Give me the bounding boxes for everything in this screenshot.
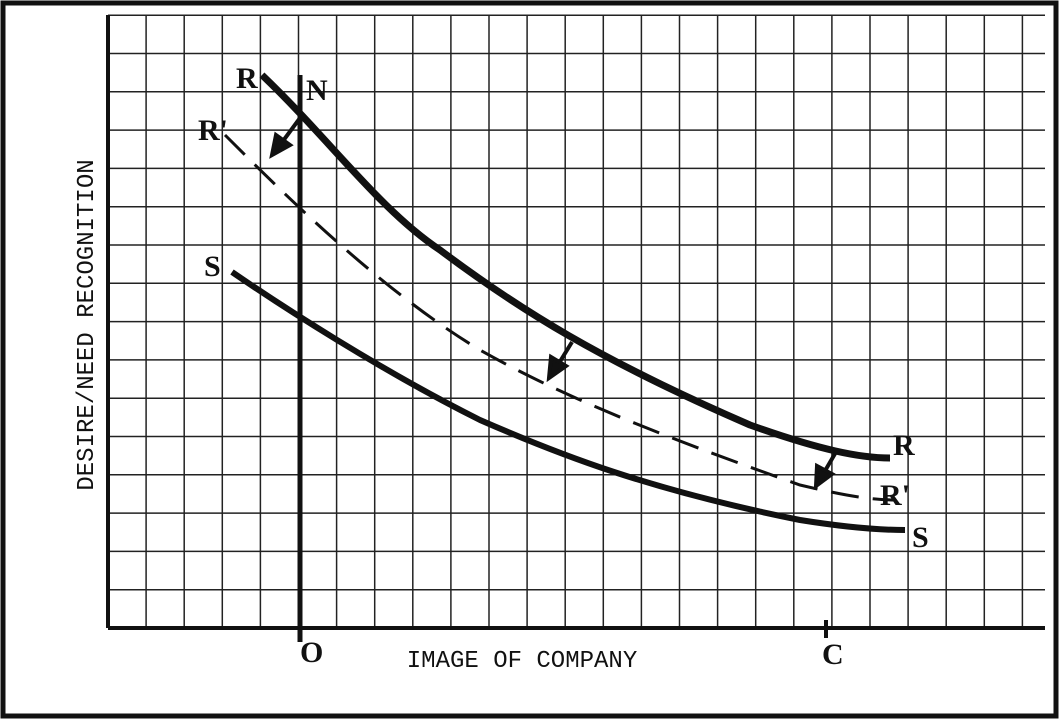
label-s: S bbox=[204, 250, 221, 283]
curve-r bbox=[259, 72, 891, 462]
label-r-end: R bbox=[893, 429, 915, 462]
y-axis-label: DESIRE/NEED RECOGNITION bbox=[74, 159, 101, 490]
shift-arrows bbox=[269, 116, 838, 491]
origin-label: O bbox=[300, 636, 323, 669]
curve-s bbox=[230, 269, 906, 533]
label-r-prime: R' bbox=[198, 114, 228, 147]
label-n: N bbox=[306, 74, 328, 107]
label-r-prime-end: R' bbox=[880, 479, 910, 512]
label-s-end: S bbox=[912, 521, 929, 554]
x-axis-label: IMAGE OF COMPANY bbox=[407, 648, 637, 675]
label-r: R bbox=[236, 62, 258, 95]
c-label: C bbox=[822, 638, 844, 671]
